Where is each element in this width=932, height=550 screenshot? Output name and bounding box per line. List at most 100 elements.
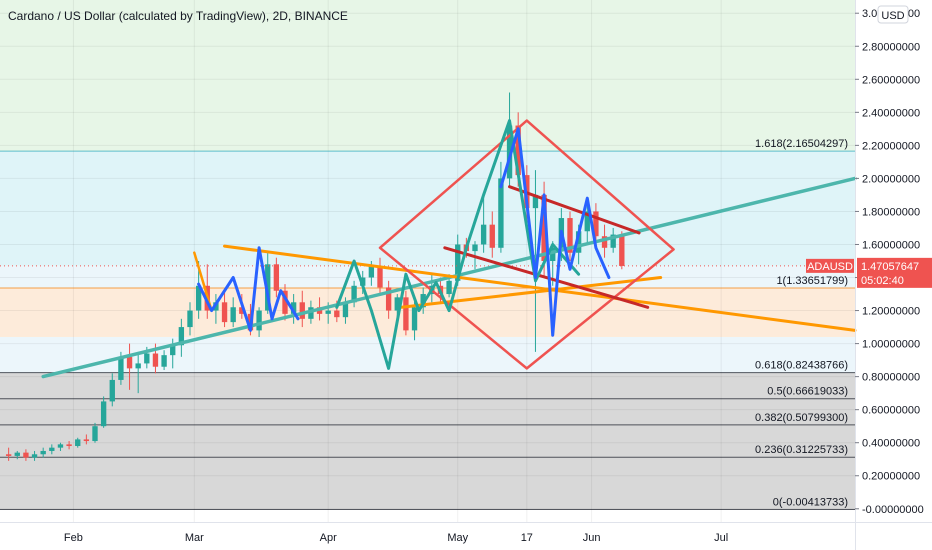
y-tick-label: 2.60000000 bbox=[862, 74, 920, 86]
x-tick-label: Jul bbox=[714, 532, 728, 544]
candle-body bbox=[118, 356, 124, 380]
candle-body bbox=[593, 211, 599, 237]
candle bbox=[489, 211, 495, 258]
candle bbox=[273, 257, 280, 298]
candle bbox=[83, 434, 90, 445]
candle bbox=[23, 449, 29, 461]
candle bbox=[403, 290, 409, 336]
candle bbox=[567, 211, 573, 261]
candle bbox=[109, 373, 115, 407]
candle-body bbox=[152, 353, 159, 367]
candle-body bbox=[282, 290, 288, 314]
chart-title: Cardano / US Dollar (calculated by Tradi… bbox=[8, 9, 348, 23]
candle-body bbox=[273, 264, 280, 291]
price-badge bbox=[857, 257, 932, 288]
candle-body bbox=[342, 302, 349, 318]
red-channel-upper[interactable] bbox=[508, 185, 641, 235]
teal-wave[interactable] bbox=[335, 119, 581, 370]
candle-body bbox=[57, 444, 64, 448]
candle-body bbox=[610, 234, 616, 248]
time-axis[interactable]: Feb Mar Apr May 17 Jun Jul bbox=[64, 532, 728, 544]
candle bbox=[14, 450, 20, 460]
candle-body bbox=[230, 307, 236, 323]
candle-body bbox=[480, 224, 487, 245]
candle bbox=[40, 447, 46, 458]
fib-label: 0.5(0.66619033) bbox=[767, 386, 848, 398]
candle-body bbox=[66, 444, 72, 447]
candle-body bbox=[92, 426, 98, 442]
fib-label: 0(-0.00413733) bbox=[773, 496, 848, 508]
candle bbox=[299, 290, 305, 328]
candle-body bbox=[619, 234, 625, 266]
zone-below-0618 bbox=[0, 372, 855, 510]
red-diamond[interactable] bbox=[378, 119, 675, 370]
candle-body bbox=[420, 294, 426, 308]
x-tick-label: May bbox=[447, 532, 468, 544]
candle-body bbox=[31, 454, 38, 458]
candle-body bbox=[489, 224, 495, 248]
y-tick-label: 1.00000000 bbox=[862, 339, 920, 351]
candle bbox=[351, 280, 357, 308]
y-tick-label: 0.80000000 bbox=[862, 372, 920, 384]
candle-body bbox=[161, 355, 167, 367]
candle-body bbox=[351, 285, 357, 303]
candle-body bbox=[550, 247, 556, 261]
drawings bbox=[0, 119, 857, 379]
candle-body bbox=[170, 345, 176, 356]
candle-body bbox=[256, 310, 262, 331]
symbol-label: ADAUSD bbox=[807, 261, 853, 273]
fib-label: 1(1.33651799) bbox=[776, 275, 848, 287]
orange-wave[interactable] bbox=[193, 251, 213, 312]
candle bbox=[498, 161, 504, 253]
blue-wave-2[interactable] bbox=[499, 127, 611, 337]
candle-body bbox=[83, 439, 90, 442]
y-tick-label: 2.20000000 bbox=[862, 140, 920, 152]
candle bbox=[135, 351, 141, 394]
currency-button[interactable]: USD bbox=[877, 5, 909, 24]
zone-above-1618 bbox=[0, 0, 855, 152]
candle bbox=[506, 92, 513, 187]
last-price-badge: ADAUSD 1.47057647 05:02:40 bbox=[806, 257, 932, 288]
candle bbox=[420, 287, 426, 314]
candle-body bbox=[299, 302, 305, 319]
candle-body bbox=[334, 310, 340, 318]
x-tick-label: Feb bbox=[64, 532, 83, 544]
y-tick-label: 2.80000000 bbox=[862, 41, 920, 53]
candle-body bbox=[541, 194, 547, 261]
fib-label: 0.236(0.31225733) bbox=[755, 444, 848, 456]
candle bbox=[187, 302, 193, 336]
candle-body bbox=[239, 307, 245, 314]
candle bbox=[385, 280, 392, 319]
candle bbox=[161, 350, 167, 371]
candle-body bbox=[567, 218, 573, 253]
candle-body bbox=[394, 297, 400, 311]
candle-body bbox=[5, 454, 12, 456]
y-tick-label: 2.00000000 bbox=[862, 173, 920, 185]
candle bbox=[377, 257, 383, 295]
y-tick-label: 1.60000000 bbox=[862, 239, 920, 251]
candle-body bbox=[144, 353, 150, 364]
candle-body bbox=[290, 302, 297, 314]
zone-0618 bbox=[0, 336, 855, 373]
red-channel-lower[interactable] bbox=[443, 246, 650, 309]
orange-trendline-upper[interactable] bbox=[223, 244, 857, 332]
candle bbox=[593, 203, 599, 245]
y-tick-label: 0.60000000 bbox=[862, 405, 920, 417]
candle-body bbox=[532, 194, 539, 209]
y-tick-label: -0.00000000 bbox=[862, 504, 924, 516]
bar-countdown-label: 05:02:40 bbox=[861, 275, 904, 287]
candle bbox=[92, 422, 98, 443]
candle-body bbox=[385, 287, 392, 311]
candle-body bbox=[14, 452, 20, 456]
blue-wave[interactable] bbox=[197, 246, 300, 332]
candle-body bbox=[100, 401, 107, 427]
candle-body bbox=[221, 302, 228, 323]
y-tick-label: 2.40000000 bbox=[862, 107, 920, 119]
fib-zones bbox=[0, 0, 855, 510]
fib-label: 1.618(2.16504297) bbox=[755, 138, 848, 150]
candle-body bbox=[49, 447, 55, 451]
y-tick-label: 0.40000000 bbox=[862, 438, 920, 450]
candle-body bbox=[411, 307, 418, 331]
